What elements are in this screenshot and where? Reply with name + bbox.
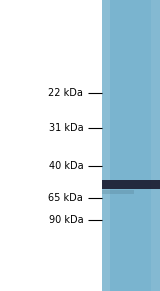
Text: 31 kDa: 31 kDa bbox=[49, 123, 83, 133]
Bar bbox=[102, 0, 110, 291]
Text: 40 kDa: 40 kDa bbox=[49, 161, 83, 171]
Bar bbox=[102, 190, 134, 194]
Text: 65 kDa: 65 kDa bbox=[48, 193, 83, 203]
Bar bbox=[151, 0, 160, 291]
Text: 22 kDa: 22 kDa bbox=[48, 88, 83, 98]
Bar bbox=[102, 180, 160, 189]
Bar bbox=[102, 0, 160, 291]
Text: 90 kDa: 90 kDa bbox=[49, 215, 83, 225]
